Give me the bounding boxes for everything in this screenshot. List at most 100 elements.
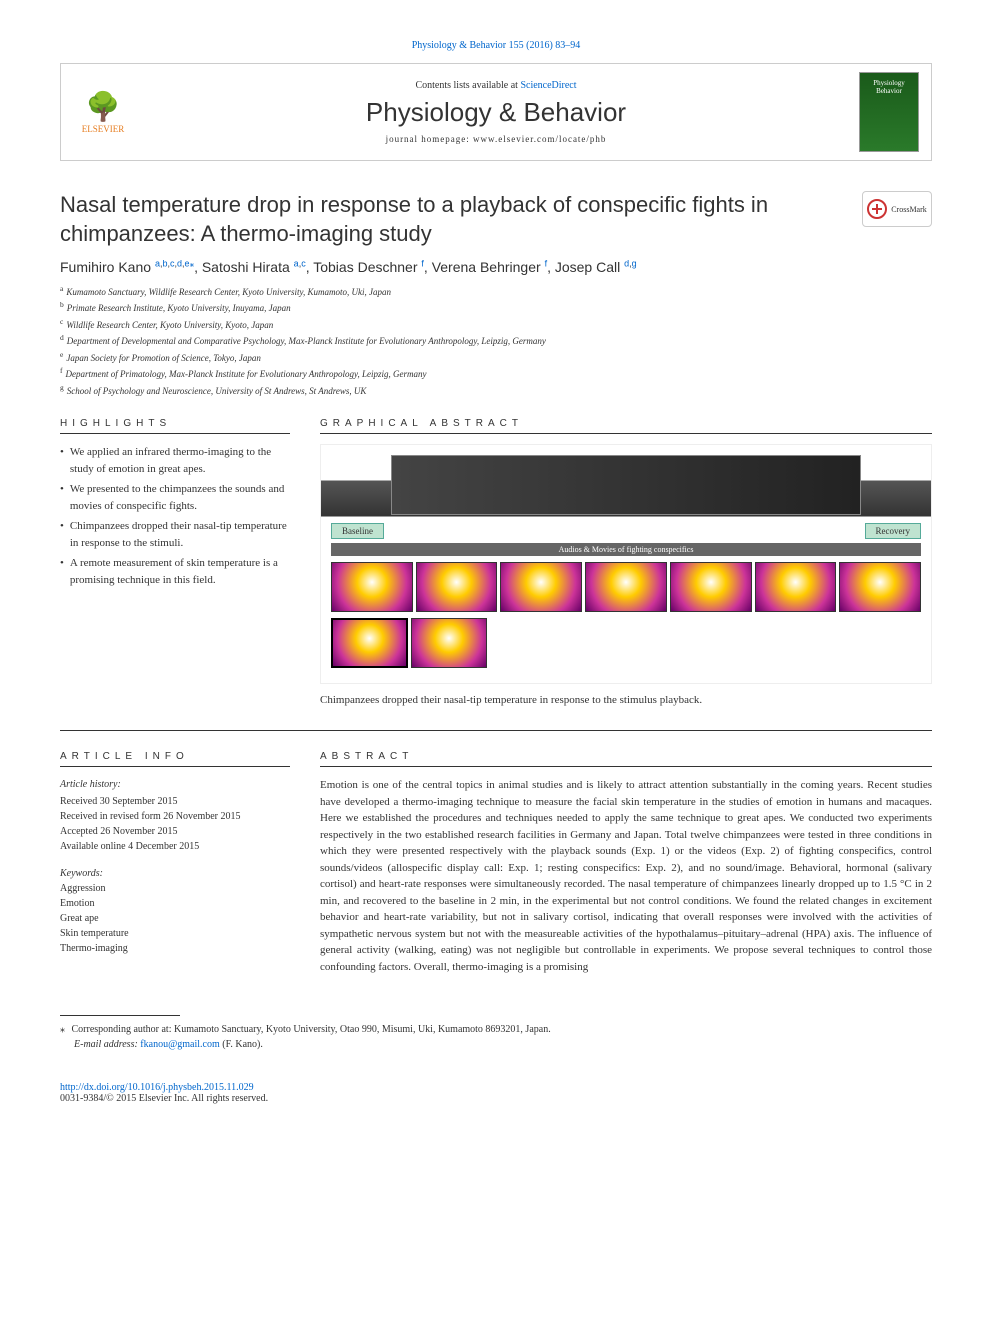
publisher-name: ELSEVIER	[82, 124, 125, 134]
author-affiliation-refs: a,b,c,d,e⁎	[155, 258, 194, 268]
highlight-item: We presented to the chimpanzees the soun…	[60, 481, 290, 514]
thermal-image	[670, 562, 752, 612]
keywords-title: Keywords:	[60, 866, 290, 881]
highlights-list: We applied an infrared thermo-imaging to…	[60, 444, 290, 588]
thermal-image	[585, 562, 667, 612]
article-title: Nasal temperature drop in response to a …	[60, 191, 842, 248]
graphical-abstract-caption: Chimpanzees dropped their nasal-tip temp…	[320, 694, 932, 706]
affiliation-marker: d	[60, 333, 64, 342]
thermal-image	[500, 562, 582, 612]
corr-marker: ⁎	[60, 1024, 65, 1035]
doi-link[interactable]: http://dx.doi.org/10.1016/j.physbeh.2015…	[60, 1082, 254, 1093]
highlights-header: HIGHLIGHTS	[60, 418, 290, 434]
journal-reference: Physiology & Behavior 155 (2016) 83–94	[60, 40, 932, 51]
history-received: Received 30 September 2015	[60, 794, 290, 809]
affiliation: gSchool of Psychology and Neuroscience, …	[60, 382, 932, 399]
email-label: E-mail address:	[74, 1039, 140, 1050]
doi-block: http://dx.doi.org/10.1016/j.physbeh.2015…	[60, 1082, 932, 1104]
ga-thermal-row-1	[331, 562, 921, 612]
graphical-abstract-header: GRAPHICAL ABSTRACT	[320, 418, 932, 434]
journal-header: 🌳 ELSEVIER Contents lists available at S…	[60, 63, 932, 161]
journal-ref-link[interactable]: Physiology & Behavior 155 (2016) 83–94	[412, 40, 581, 51]
affiliation: fDepartment of Primatology, Max-Planck I…	[60, 365, 932, 382]
affiliation: cWildlife Research Center, Kyoto Univers…	[60, 316, 932, 333]
keyword: Aggression	[60, 881, 290, 896]
ga-photo-strip	[391, 455, 861, 515]
thermal-image	[331, 562, 413, 612]
affiliation-marker: g	[60, 383, 64, 392]
thermal-image-zoom	[331, 618, 408, 668]
author-affiliation-refs: d,g	[624, 258, 637, 268]
affiliation: dDepartment of Developmental and Compara…	[60, 332, 932, 349]
highlight-item: Chimpanzees dropped their nasal-tip temp…	[60, 518, 290, 551]
corresponding-author: ⁎ Corresponding author at: Kumamoto Sanc…	[60, 1022, 932, 1052]
journal-homepage: journal homepage: www.elsevier.com/locat…	[133, 134, 859, 144]
journal-name: Physiology & Behavior	[133, 97, 859, 128]
sciencedirect-link[interactable]: ScienceDirect	[520, 80, 576, 91]
issn-copyright: 0031-9384/© 2015 Elsevier Inc. All right…	[60, 1093, 268, 1104]
highlight-item: A remote measurement of skin temperature…	[60, 555, 290, 588]
author: Fumihiro Kano a,b,c,d,e⁎	[60, 259, 194, 275]
affiliation-ref-link[interactable]: g	[632, 258, 637, 268]
elsevier-logo: 🌳 ELSEVIER	[73, 82, 133, 142]
affiliation: eJapan Society for Promotion of Science,…	[60, 349, 932, 366]
crossmark-badge[interactable]: CrossMark	[862, 191, 932, 227]
section-divider	[60, 730, 932, 731]
abstract-text: Emotion is one of the central topics in …	[320, 777, 932, 975]
corr-email-link[interactable]: fkanou@gmail.com	[140, 1039, 219, 1050]
corr-label: Corresponding author at:	[72, 1024, 174, 1035]
affiliation-marker: c	[60, 317, 63, 326]
affiliation-marker: e	[60, 350, 63, 359]
keyword: Thermo-imaging	[60, 941, 290, 956]
article-info-header: ARTICLE INFO	[60, 751, 290, 767]
thermal-image	[839, 562, 921, 612]
keyword: Skin temperature	[60, 926, 290, 941]
affiliation-ref-link[interactable]: b	[162, 258, 167, 268]
history-online: Available online 4 December 2015	[60, 839, 290, 854]
affiliation-marker: f	[60, 366, 63, 375]
ga-thermal-row-2	[331, 618, 921, 668]
corr-email-suffix: (F. Kano).	[222, 1039, 263, 1050]
affiliation: aKumamoto Sanctuary, Wildlife Research C…	[60, 283, 932, 300]
ga-label-baseline: Baseline	[331, 523, 384, 539]
highlight-item: We applied an infrared thermo-imaging to…	[60, 444, 290, 477]
affiliation-ref-link[interactable]: a	[155, 258, 160, 268]
title-row: Nasal temperature drop in response to a …	[60, 191, 932, 248]
affiliation-list: aKumamoto Sanctuary, Wildlife Research C…	[60, 283, 932, 399]
affiliation-ref-link[interactable]: a	[294, 258, 299, 268]
corr-text: Kumamoto Sanctuary, Kyoto University, Ot…	[174, 1024, 551, 1035]
elsevier-tree-icon: 🌳	[86, 90, 121, 124]
ga-mid-label: Audios & Movies of fighting conspecifics	[331, 543, 921, 556]
homepage-url[interactable]: www.elsevier.com/locate/phb	[473, 134, 606, 144]
thermal-image-zoom	[411, 618, 488, 668]
header-center: Contents lists available at ScienceDirec…	[133, 80, 859, 144]
affiliation-ref-link[interactable]: d	[624, 258, 629, 268]
article-info: Article history: Received 30 September 2…	[60, 777, 290, 956]
graphical-abstract-figure: Baseline Recovery Audios & Movies of fig…	[320, 444, 932, 684]
crossmark-icon	[867, 199, 887, 219]
author-affiliation-refs: a,c	[294, 258, 306, 268]
author: , Josep Call d,g	[547, 259, 637, 275]
affiliation-marker: b	[60, 300, 64, 309]
affiliation-ref-link[interactable]: c	[170, 258, 175, 268]
history-title: Article history:	[60, 777, 290, 792]
footnote-separator	[60, 1015, 180, 1016]
author: , Satoshi Hirata a,c	[194, 259, 306, 275]
thermal-image	[416, 562, 498, 612]
thermal-image	[755, 562, 837, 612]
history-accepted: Accepted 26 November 2015	[60, 824, 290, 839]
journal-cover-thumb: Physiology Behavior	[859, 72, 919, 152]
keyword: Emotion	[60, 896, 290, 911]
author-list: Fumihiro Kano a,b,c,d,e⁎, Satoshi Hirata…	[60, 258, 932, 275]
author: , Tobias Deschner f	[306, 259, 424, 275]
keywords-block: Keywords: AggressionEmotionGreat apeSkin…	[60, 866, 290, 956]
contents-line: Contents lists available at ScienceDirec…	[133, 80, 859, 91]
affiliation-marker: a	[60, 284, 63, 293]
affiliation: bPrimate Research Institute, Kyoto Unive…	[60, 299, 932, 316]
affiliation-ref-link[interactable]: d	[177, 258, 182, 268]
ga-label-recovery: Recovery	[865, 523, 921, 539]
author: , Verena Behringer f	[424, 259, 547, 275]
keyword: Great ape	[60, 911, 290, 926]
history-revised: Received in revised form 26 November 201…	[60, 809, 290, 824]
abstract-header: ABSTRACT	[320, 751, 932, 767]
